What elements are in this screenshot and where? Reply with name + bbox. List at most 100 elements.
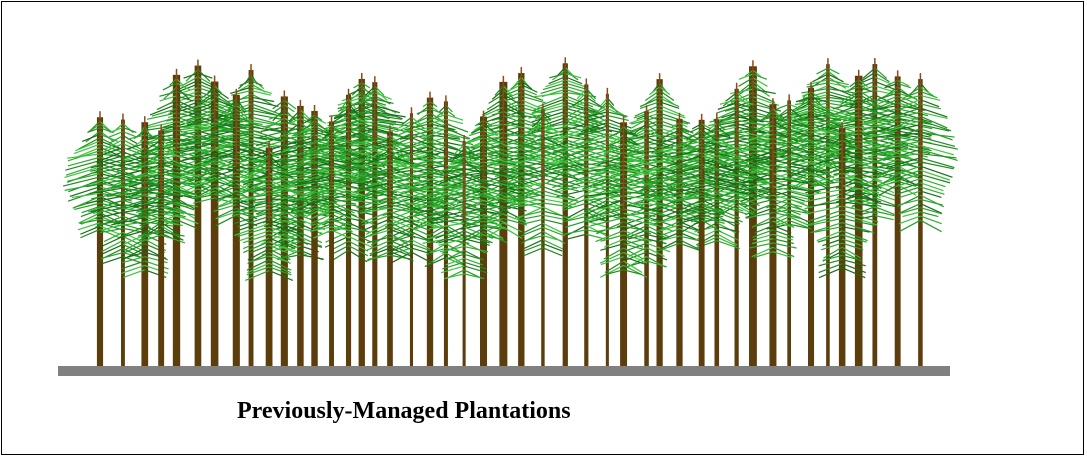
branch xyxy=(389,229,412,238)
branch xyxy=(590,104,608,117)
branch xyxy=(669,166,702,175)
branch xyxy=(272,99,285,110)
branch xyxy=(659,116,689,125)
branch xyxy=(701,137,725,145)
branch xyxy=(542,202,575,208)
branch xyxy=(842,226,870,233)
branch xyxy=(542,235,562,242)
tree xyxy=(663,113,740,366)
branch xyxy=(590,186,624,198)
branch xyxy=(389,167,421,180)
branch xyxy=(920,219,942,233)
branch xyxy=(520,226,544,237)
branch xyxy=(130,194,162,208)
branch xyxy=(374,143,412,155)
branch xyxy=(99,137,122,150)
branch xyxy=(231,89,252,96)
branch xyxy=(149,103,177,116)
trunk xyxy=(194,65,202,366)
branch xyxy=(542,157,574,165)
branch xyxy=(357,200,391,213)
branch xyxy=(125,179,162,185)
branch xyxy=(623,190,661,197)
branch xyxy=(575,171,608,183)
branch xyxy=(531,110,566,123)
branch xyxy=(421,127,447,140)
branch xyxy=(659,112,691,124)
branch xyxy=(463,183,494,197)
branch xyxy=(411,133,434,144)
branch xyxy=(745,207,774,219)
branch xyxy=(817,234,843,243)
branch xyxy=(463,234,490,244)
branch xyxy=(646,260,667,268)
branch xyxy=(604,238,624,248)
branch xyxy=(160,194,192,208)
branch xyxy=(435,230,465,244)
branch xyxy=(542,141,569,150)
branch xyxy=(670,149,702,158)
tree xyxy=(124,124,199,366)
branch xyxy=(858,108,890,117)
branch xyxy=(463,217,484,229)
branch xyxy=(314,114,323,122)
branch xyxy=(353,192,391,202)
branch xyxy=(659,239,680,251)
branch xyxy=(701,213,720,221)
branch xyxy=(736,140,775,149)
branch xyxy=(865,146,898,155)
trunk xyxy=(644,111,649,366)
branch xyxy=(736,205,757,217)
branch xyxy=(867,108,898,117)
branch xyxy=(376,138,391,145)
branch xyxy=(176,172,208,179)
branch xyxy=(812,172,843,185)
branch xyxy=(821,152,843,162)
branch xyxy=(505,173,544,187)
branch xyxy=(434,183,465,197)
branch xyxy=(788,190,814,199)
branch xyxy=(108,135,124,145)
branch xyxy=(649,155,680,164)
branch xyxy=(874,67,888,79)
branch xyxy=(891,124,921,132)
branch xyxy=(510,165,544,178)
branch xyxy=(810,139,845,146)
branch xyxy=(679,180,713,194)
branch xyxy=(646,220,674,232)
branch xyxy=(214,85,223,94)
branch xyxy=(772,142,804,151)
branch xyxy=(348,139,382,149)
branch xyxy=(389,247,411,257)
branch xyxy=(503,205,527,212)
branch xyxy=(441,242,465,254)
branch xyxy=(292,191,315,202)
branch xyxy=(357,92,376,100)
branch xyxy=(260,126,285,132)
branch xyxy=(569,157,608,163)
branch xyxy=(502,89,515,100)
branch xyxy=(176,95,194,102)
branch xyxy=(549,73,566,79)
branch xyxy=(540,85,566,94)
branch xyxy=(666,178,702,187)
branch xyxy=(142,225,162,238)
branch xyxy=(73,143,101,155)
branch xyxy=(789,223,813,230)
branch xyxy=(236,165,272,176)
branch xyxy=(144,264,169,274)
branch xyxy=(255,135,285,147)
branch xyxy=(885,136,921,148)
branch xyxy=(483,151,512,163)
branch xyxy=(295,169,332,181)
branch xyxy=(99,166,136,178)
branch xyxy=(565,82,588,91)
branch xyxy=(331,166,366,178)
branch xyxy=(142,125,177,132)
branch xyxy=(160,228,184,241)
branch xyxy=(214,115,237,127)
branch xyxy=(268,237,296,250)
branch xyxy=(246,266,270,276)
branch xyxy=(826,115,859,124)
